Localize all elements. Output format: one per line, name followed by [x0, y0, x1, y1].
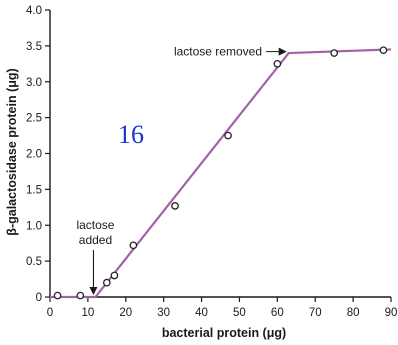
series-layer [50, 46, 392, 300]
y-axis-title: β-galactosidase protein (μg) [5, 68, 19, 235]
data-point [379, 46, 388, 55]
y-tick-label: 1.5 [26, 184, 42, 196]
x-tick-label: 80 [347, 307, 360, 319]
y-tick-label: 3.0 [26, 77, 42, 89]
data-point [129, 241, 138, 250]
y-tick-label: 0 [36, 292, 42, 304]
x-tick-label: 70 [309, 307, 322, 319]
y-axis-ticks: 0 0.5 1.0 1.5 2.0 2.5 3.0 3.5 4.0 [26, 5, 50, 304]
x-tick-label: 50 [233, 307, 246, 319]
x-tick-label: 0 [47, 307, 53, 319]
x-tick-label: 60 [271, 307, 284, 319]
data-point [273, 59, 282, 68]
induction-curve [50, 48, 392, 299]
y-tick-label: 1.0 [26, 220, 42, 232]
y-tick-label: 2.5 [26, 113, 42, 125]
data-point [76, 291, 85, 300]
data-point [171, 202, 179, 210]
x-tick-label: 20 [119, 307, 132, 319]
data-point [102, 278, 111, 287]
x-tick-label: 30 [157, 307, 170, 319]
data-point [53, 291, 62, 300]
y-tick-label: 3.5 [26, 41, 42, 53]
data-point [110, 271, 119, 280]
data-point [224, 131, 232, 140]
x-tick-label: 10 [81, 307, 94, 319]
data-point [330, 49, 339, 57]
x-axis-title: bacterial protein (μg) [162, 326, 286, 340]
y-tick-label: 0.5 [26, 256, 42, 268]
y-tick-label: 4.0 [26, 5, 42, 17]
y-tick-label: 2.0 [26, 149, 42, 161]
x-axis-ticks: 0 10 20 30 40 50 60 70 80 90 [47, 297, 398, 319]
x-tick-label: 90 [385, 307, 398, 319]
annotation-label: lactose [76, 218, 114, 232]
annotation-label: added [79, 233, 112, 247]
x-tick-label: 40 [195, 307, 208, 319]
page-number: 16 [118, 120, 144, 149]
annotation-label: lactose removed [174, 45, 262, 59]
